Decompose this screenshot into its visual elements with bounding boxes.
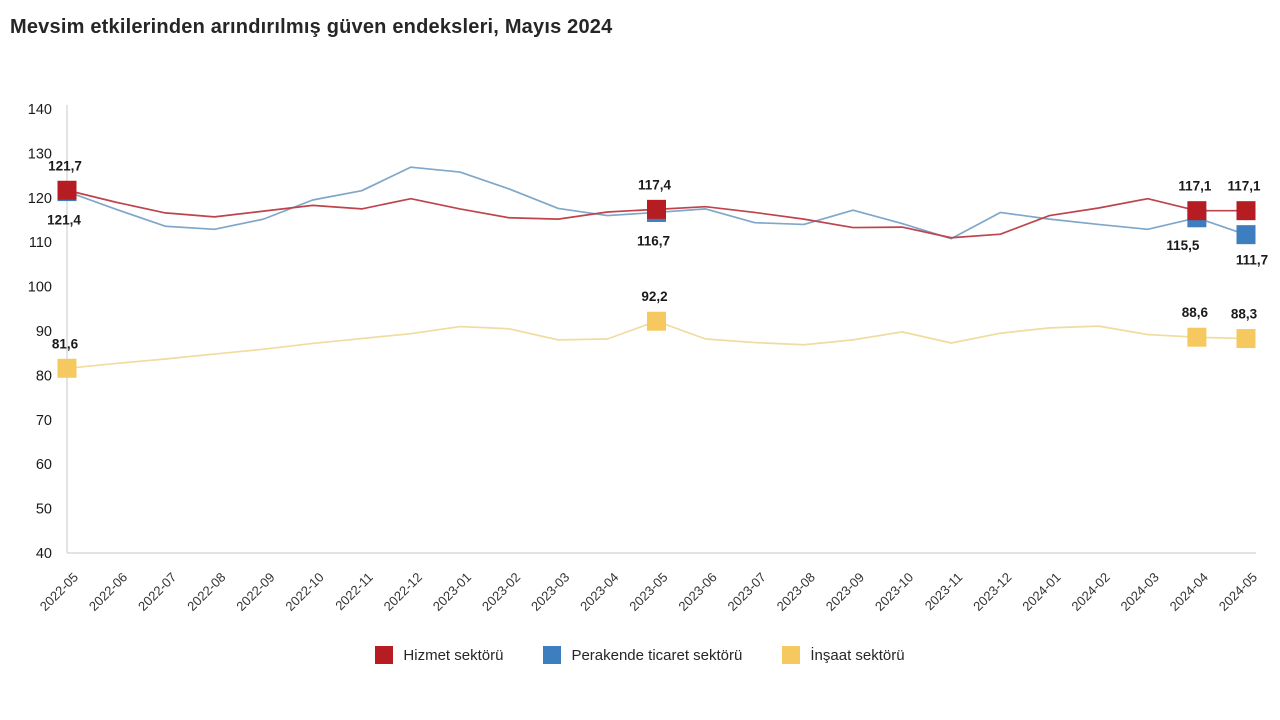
y-tick-label: 90 bbox=[36, 324, 52, 340]
hizmet-swatch-icon bbox=[375, 646, 394, 664]
x-tick-label: 2023-01 bbox=[430, 570, 474, 614]
y-tick-label: 110 bbox=[29, 235, 52, 251]
y-tick-label: 120 bbox=[28, 191, 52, 207]
x-tick-label: 2022-12 bbox=[381, 570, 425, 614]
y-tick-label: 130 bbox=[28, 146, 52, 162]
series-marker-1 bbox=[1236, 225, 1256, 245]
x-tick-label: 2023-03 bbox=[528, 570, 572, 614]
perakende-swatch-icon bbox=[543, 646, 562, 664]
x-tick-label: 2022-06 bbox=[86, 570, 130, 614]
x-tick-label: 2023-07 bbox=[725, 570, 769, 614]
x-tick-label: 2023-08 bbox=[774, 570, 818, 614]
data-label: 121,7 bbox=[48, 158, 82, 173]
y-tick-label: 100 bbox=[28, 280, 52, 296]
y-tick-label: 60 bbox=[36, 457, 52, 473]
data-label: 117,4 bbox=[638, 177, 672, 192]
series-marker-0 bbox=[57, 180, 77, 200]
chart-legend: Hizmet sektörü Perakende ticaret sektörü… bbox=[0, 646, 1280, 664]
series-marker-2 bbox=[647, 311, 666, 331]
x-tick-label: 2023-06 bbox=[675, 570, 719, 614]
series-marker-0 bbox=[647, 199, 666, 219]
x-tick-label: 2023-11 bbox=[922, 570, 966, 614]
legend-label-perakende: Perakende ticaret sektörü bbox=[571, 646, 743, 664]
series-marker-2 bbox=[57, 358, 77, 378]
x-tick-label: 2022-05 bbox=[37, 570, 81, 614]
legend-label-hizmet: Hizmet sektörü bbox=[403, 646, 504, 664]
x-tick-label: 2024-03 bbox=[1118, 570, 1162, 614]
series-marker-2 bbox=[1236, 329, 1256, 349]
data-label: 81,6 bbox=[52, 336, 79, 351]
x-tick-label: 2024-04 bbox=[1167, 570, 1211, 614]
y-tick-label: 70 bbox=[36, 413, 52, 429]
legend-item-hizmet: Hizmet sektörü bbox=[375, 646, 503, 664]
x-tick-label: 2023-02 bbox=[479, 570, 523, 614]
x-tick-label: 2022-10 bbox=[282, 570, 326, 614]
legend-item-perakende: Perakende ticaret sektörü bbox=[543, 646, 742, 664]
data-label: 92,2 bbox=[641, 289, 667, 304]
y-tick-label: 80 bbox=[36, 368, 52, 384]
x-tick-label: 2022-07 bbox=[135, 570, 179, 614]
x-tick-label: 2023-10 bbox=[872, 570, 916, 614]
data-label: 115,5 bbox=[1166, 238, 1200, 253]
x-tick-label: 2022-08 bbox=[184, 570, 228, 614]
x-tick-label: 2023-05 bbox=[626, 570, 670, 614]
data-label: 88,6 bbox=[1182, 305, 1209, 320]
x-tick-label: 2023-12 bbox=[970, 570, 1014, 614]
data-label: 121,4 bbox=[47, 213, 81, 228]
y-tick-label: 140 bbox=[28, 102, 52, 118]
y-tick-label: 40 bbox=[36, 546, 52, 562]
series-marker-0 bbox=[1187, 201, 1207, 221]
x-tick-label: 2023-09 bbox=[823, 570, 867, 614]
data-label: 111,7 bbox=[1236, 253, 1268, 268]
y-tick-label: 50 bbox=[36, 502, 52, 518]
data-label: 117,1 bbox=[1178, 179, 1212, 194]
x-tick-label: 2024-02 bbox=[1068, 570, 1112, 614]
x-tick-label: 2024-01 bbox=[1019, 570, 1063, 614]
x-tick-label: 2024-05 bbox=[1216, 570, 1260, 614]
data-label: 117,1 bbox=[1227, 179, 1261, 194]
legend-label-insaat: İnşaat sektörü bbox=[810, 646, 905, 664]
series-marker-2 bbox=[1187, 327, 1207, 347]
x-tick-label: 2022-11 bbox=[332, 570, 376, 614]
data-label: 116,7 bbox=[637, 233, 670, 248]
insaat-swatch-icon bbox=[782, 646, 801, 664]
x-tick-label: 2023-04 bbox=[577, 570, 621, 614]
x-tick-label: 2022-09 bbox=[233, 570, 277, 614]
series-marker-0 bbox=[1236, 201, 1256, 221]
chart-title: Mevsim etkilerinden arındırılmış güven e… bbox=[10, 16, 613, 38]
legend-item-insaat: İnşaat sektörü bbox=[782, 646, 905, 664]
data-label: 88,3 bbox=[1231, 307, 1258, 322]
